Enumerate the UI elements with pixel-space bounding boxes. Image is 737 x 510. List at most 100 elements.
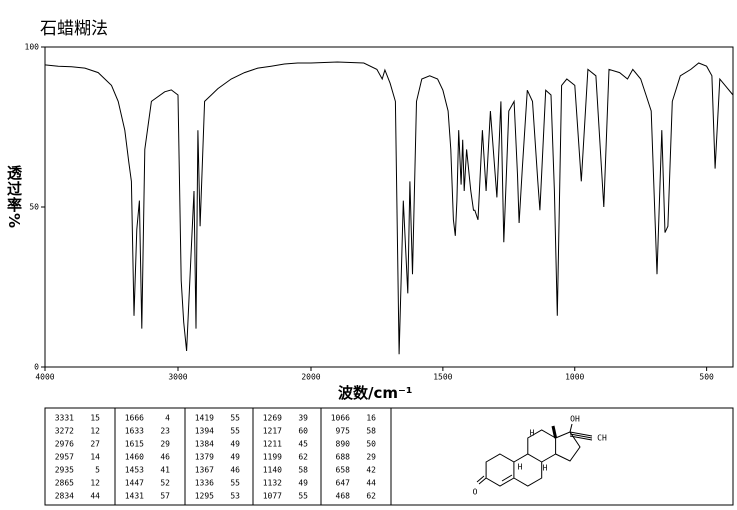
structure-label: H: [543, 464, 548, 473]
peak-wavenumber: 1295: [195, 492, 214, 501]
ethynyl: [569, 431, 593, 441]
peak-transmittance: 60: [298, 427, 308, 436]
peak-wavenumber: 1431: [125, 492, 144, 501]
x-tick-label: 1500: [433, 373, 452, 382]
peak-transmittance: 27: [90, 440, 100, 449]
peak-wavenumber: 1460: [125, 453, 144, 462]
spectrum-line: [44, 61, 734, 355]
peak-transmittance: 57: [160, 492, 170, 501]
peak-wavenumber: 3331: [55, 414, 74, 423]
peak-transmittance: 44: [90, 492, 100, 501]
peak-wavenumber: 1633: [125, 427, 144, 436]
structure-label: H: [518, 463, 523, 472]
peak-wavenumber: 1211: [263, 440, 282, 449]
x-tick-label: 500: [699, 373, 714, 382]
peak-transmittance: 46: [230, 466, 240, 475]
peak-wavenumber: 1217: [263, 427, 282, 436]
peak-transmittance: 49: [230, 453, 240, 462]
peak-wavenumber: 2935: [55, 466, 74, 475]
x-tick-label: 4000: [35, 373, 54, 382]
ring-b: [513, 453, 543, 487]
peak-transmittance: 41: [160, 466, 170, 475]
peak-transmittance: 45: [298, 440, 308, 449]
peak-transmittance: 55: [298, 492, 308, 501]
double-bond: [501, 474, 513, 482]
peak-wavenumber: 1447: [125, 479, 144, 488]
peak-wavenumber: 1066: [331, 414, 350, 423]
table-frame: [44, 407, 734, 506]
ring-c: [527, 429, 557, 463]
peak-transmittance: 46: [160, 453, 170, 462]
structure-label: OH: [570, 415, 580, 424]
peak-wavenumber: 975: [336, 427, 351, 436]
methyl-wedge: [551, 425, 558, 439]
peak-transmittance: 62: [366, 492, 376, 501]
peak-transmittance: 12: [90, 479, 100, 488]
peak-transmittance: 52: [160, 479, 170, 488]
peak-wavenumber: 688: [336, 453, 351, 462]
peak-wavenumber: 658: [336, 466, 351, 475]
peak-transmittance: 42: [366, 466, 376, 475]
peak-wavenumber: 1336: [195, 479, 214, 488]
peak-transmittance: 58: [366, 427, 376, 436]
peak-transmittance: 5: [95, 466, 100, 475]
peak-wavenumber: 1199: [263, 453, 282, 462]
peak-wavenumber: 1269: [263, 414, 282, 423]
peak-transmittance: 44: [366, 479, 376, 488]
plot-frame: [44, 46, 734, 368]
peak-transmittance: 50: [366, 440, 376, 449]
peak-wavenumber: 1394: [195, 427, 214, 436]
peak-wavenumber: 1140: [263, 466, 282, 475]
peak-wavenumber: 3272: [55, 427, 74, 436]
peak-transmittance: 15: [90, 414, 100, 423]
carbonyl: [476, 475, 487, 485]
x-axis-label: 波数/cm⁻¹: [338, 384, 413, 402]
peak-transmittance: 4: [165, 414, 170, 423]
peak-wavenumber: 2865: [55, 479, 74, 488]
peak-wavenumber: 1367: [195, 466, 214, 475]
ring-d: [555, 431, 581, 462]
peak-transmittance: 49: [298, 479, 308, 488]
peak-wavenumber: 1666: [125, 414, 144, 423]
hydroxyl-bond: [569, 423, 573, 433]
peak-transmittance: 62: [298, 453, 308, 462]
peak-wavenumber: 2976: [55, 440, 74, 449]
ring-a: [485, 453, 515, 487]
peak-transmittance: 23: [160, 427, 170, 436]
peak-wavenumber: 1615: [125, 440, 144, 449]
peak-wavenumber: 1132: [263, 479, 282, 488]
peak-transmittance: 12: [90, 427, 100, 436]
peak-transmittance: 39: [298, 414, 308, 423]
y-tick-label: 100: [25, 43, 40, 52]
peak-transmittance: 58: [298, 466, 308, 475]
structure: [476, 423, 593, 487]
structure-label: CH: [597, 434, 607, 443]
peak-transmittance: 16: [366, 414, 376, 423]
chart-title: 石蜡糊法: [40, 19, 108, 39]
peak-transmittance: 55: [230, 479, 240, 488]
y-axis-label: 透过率%: [5, 165, 23, 230]
peak-wavenumber: 2834: [55, 492, 74, 501]
peak-wavenumber: 2957: [55, 453, 74, 462]
peak-wavenumber: 890: [336, 440, 351, 449]
peak-wavenumber: 1384: [195, 440, 214, 449]
peak-wavenumber: 1419: [195, 414, 214, 423]
x-tick-label: 1000: [565, 373, 584, 382]
peak-wavenumber: 1379: [195, 453, 214, 462]
peak-transmittance: 55: [230, 427, 240, 436]
y-tick-label: 50: [29, 203, 39, 212]
peak-transmittance: 53: [230, 492, 240, 501]
peak-transmittance: 55: [230, 414, 240, 423]
peak-transmittance: 29: [160, 440, 170, 449]
structure-label: H: [530, 429, 535, 438]
peak-wavenumber: 468: [336, 492, 351, 501]
peak-transmittance: 29: [366, 453, 376, 462]
peak-transmittance: 14: [90, 453, 100, 462]
peak-wavenumber: 647: [336, 479, 351, 488]
peak-wavenumber: 1453: [125, 466, 144, 475]
x-tick-label: 2000: [301, 373, 320, 382]
y-tick-label: 0: [34, 363, 39, 372]
peak-wavenumber: 1077: [263, 492, 282, 501]
